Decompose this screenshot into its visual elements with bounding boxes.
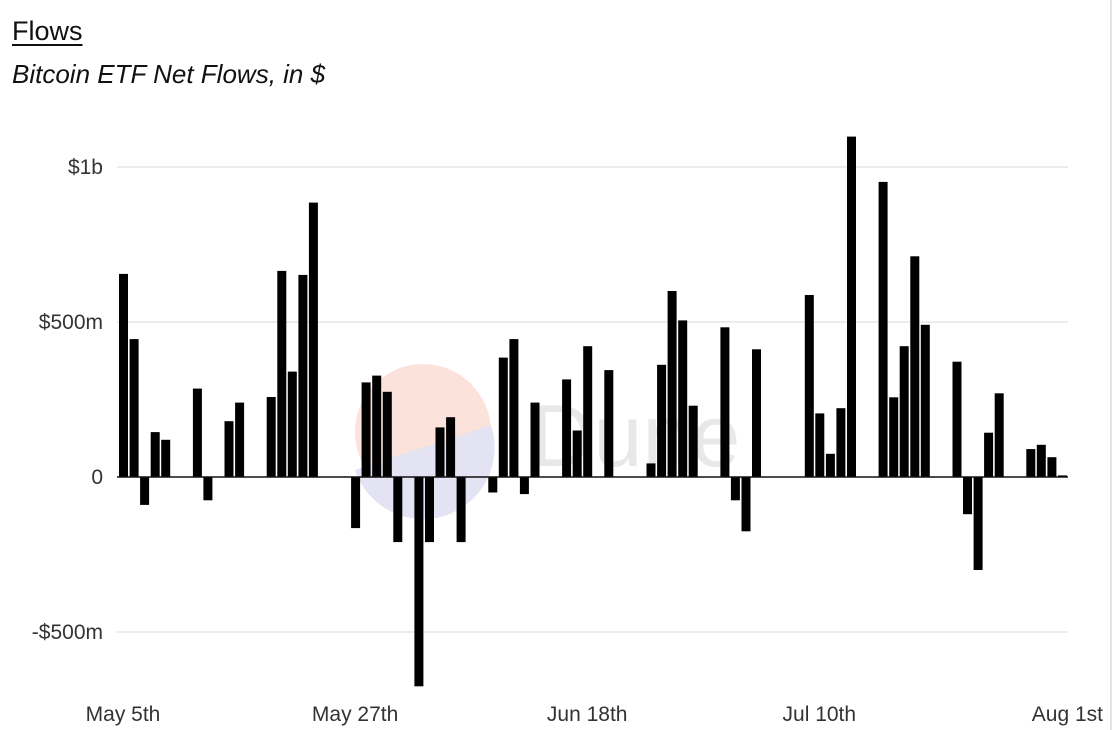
bar[interactable]	[192, 388, 202, 477]
bar[interactable]	[224, 421, 234, 477]
bar[interactable]	[203, 477, 213, 501]
bar[interactable]	[973, 477, 983, 570]
bar[interactable]	[266, 397, 276, 477]
bar[interactable]	[1058, 475, 1067, 477]
bar[interactable]	[129, 339, 139, 477]
bar[interactable]	[657, 364, 667, 477]
bar[interactable]	[678, 320, 688, 477]
chart-subtitle: Bitcoin ETF Net Flows, in $	[12, 59, 326, 89]
bar[interactable]	[952, 361, 962, 477]
x-tick-label: May 27th	[312, 703, 398, 726]
bar[interactable]	[836, 408, 846, 477]
bar[interactable]	[414, 477, 424, 687]
y-tick-label: -$500m	[32, 621, 103, 644]
bar[interactable]	[752, 349, 761, 477]
bar[interactable]	[878, 181, 888, 477]
bar[interactable]	[1026, 449, 1036, 477]
bar[interactable]	[825, 453, 835, 478]
bar[interactable]	[140, 477, 150, 505]
bar[interactable]	[984, 432, 994, 477]
bar[interactable]	[161, 439, 171, 477]
y-tick-label: 0	[91, 466, 103, 489]
bar[interactable]	[583, 346, 593, 477]
bar[interactable]	[277, 270, 287, 477]
bar[interactable]	[308, 202, 318, 477]
bar[interactable]	[382, 391, 392, 478]
bar[interactable]	[446, 417, 456, 477]
bar[interactable]	[425, 477, 434, 543]
bar[interactable]	[910, 256, 920, 477]
bar[interactable]	[646, 463, 656, 477]
bar[interactable]	[920, 324, 930, 477]
bar[interactable]	[235, 402, 245, 477]
bar[interactable]	[604, 370, 614, 477]
bar[interactable]	[372, 375, 382, 477]
bar[interactable]	[889, 397, 899, 477]
bar[interactable]	[572, 430, 582, 478]
bar[interactable]	[519, 477, 529, 495]
bar[interactable]	[456, 477, 466, 543]
bar[interactable]	[815, 413, 825, 477]
bar[interactable]	[994, 393, 1004, 477]
bar[interactable]	[562, 379, 572, 477]
x-tick-label: Jul 10th	[783, 703, 857, 726]
bar[interactable]	[150, 432, 160, 477]
bar[interactable]	[688, 405, 698, 477]
x-axis: May 5th May 27th Jun 18th Jul 10th Aug 1st	[86, 703, 1104, 726]
y-axis: $1b $500m 0 -$500m	[32, 156, 103, 644]
frame-border	[1110, 0, 1112, 730]
chart-title[interactable]: Flows	[12, 16, 83, 46]
bar[interactable]	[488, 477, 498, 493]
bar[interactable]	[393, 477, 403, 543]
bar[interactable]	[804, 295, 814, 477]
bar[interactable]	[498, 357, 508, 477]
x-tick-label: May 5th	[86, 703, 161, 726]
bar[interactable]	[509, 339, 519, 477]
bar[interactable]	[435, 427, 445, 477]
bar[interactable]	[730, 477, 740, 501]
bar[interactable]	[530, 402, 540, 477]
y-tick-label: $500m	[39, 311, 103, 334]
bar[interactable]	[720, 327, 730, 477]
watermark-text: Dune	[530, 386, 740, 485]
bar[interactable]	[667, 291, 677, 477]
bar[interactable]	[361, 382, 371, 477]
bar[interactable]	[899, 346, 909, 477]
bar[interactable]	[1047, 457, 1057, 477]
x-tick-label: Aug 1st	[1032, 703, 1103, 726]
bar[interactable]	[1036, 444, 1046, 477]
bar-series	[117, 136, 1068, 687]
bar[interactable]	[298, 274, 308, 477]
bar[interactable]	[351, 477, 361, 529]
bar[interactable]	[847, 136, 856, 477]
y-tick-label: $1b	[68, 156, 103, 179]
bar[interactable]	[741, 477, 751, 532]
bar[interactable]	[963, 477, 972, 515]
bar[interactable]	[287, 371, 297, 477]
gridlines	[117, 166, 1068, 633]
bar[interactable]	[119, 273, 128, 477]
x-tick-label: Jun 18th	[547, 703, 628, 726]
